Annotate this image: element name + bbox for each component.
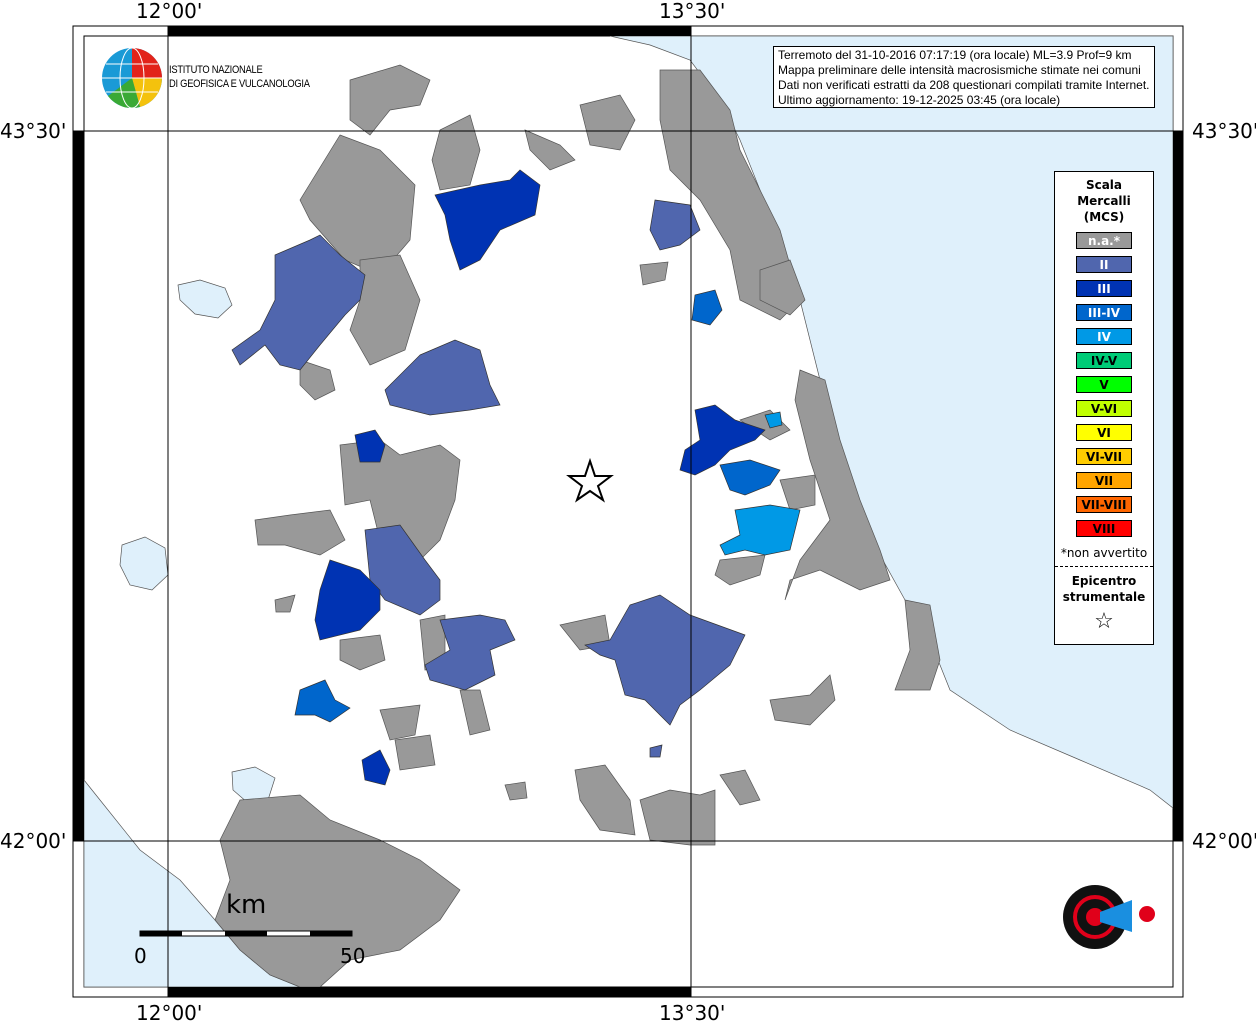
lon-label-top-13-30: 13°30' bbox=[659, 0, 726, 23]
legend-swatch: n.a.* bbox=[1076, 232, 1132, 249]
scale-max: 50 bbox=[340, 944, 366, 968]
ingv-globe-logo bbox=[102, 47, 163, 109]
legend-swatch: VII-VIII bbox=[1076, 496, 1132, 513]
frame-bars bbox=[73, 26, 1183, 997]
epicenter-line: strumentale bbox=[1062, 590, 1146, 604]
info-line: Terremoto del 31-10-2016 07:17:19 (ora l… bbox=[778, 48, 1132, 62]
legend-title: Scala Mercalli (MCS) bbox=[1055, 177, 1153, 225]
lat-label-right-43-30: 43°30' bbox=[1192, 119, 1256, 143]
legend-title-line: (MCS) bbox=[1083, 210, 1125, 224]
legend-swatch: III bbox=[1076, 280, 1132, 297]
legend-swatch: VIII bbox=[1076, 520, 1132, 537]
legend-swatch: V-VI bbox=[1076, 400, 1132, 417]
legend-swatch: VII bbox=[1076, 472, 1132, 489]
municipalities-III bbox=[314, 169, 766, 786]
legend-divider bbox=[1055, 566, 1153, 567]
lake-bolsena bbox=[119, 536, 169, 591]
legend-swatch: IV bbox=[1076, 328, 1132, 345]
ingv-line1: ISTITUTO NAZIONALE bbox=[169, 64, 263, 76]
legend-epicenter-label: Epicentro strumentale bbox=[1055, 573, 1153, 605]
info-line: Ultimo aggiornamento: 19-12-2025 03:45 (… bbox=[778, 93, 1061, 107]
ingv-name: ISTITUTO NAZIONALE DI GEOFISICA E VULCAN… bbox=[169, 63, 310, 91]
municipalities-III-IV bbox=[294, 289, 781, 723]
lat-label-left-43-30: 43°30' bbox=[0, 119, 67, 143]
municipalities-II bbox=[231, 199, 746, 758]
lon-label-top-12: 12°00' bbox=[136, 0, 203, 23]
lat-label-right-42: 42°00' bbox=[1192, 829, 1256, 853]
mercalli-legend: Scala Mercalli (MCS) n.a.* II III III-IV IV I… bbox=[1054, 171, 1154, 645]
legend-note: *non avvertito bbox=[1060, 546, 1148, 560]
epicenter-line: Epicentro bbox=[1071, 574, 1137, 588]
event-info-box: Terremoto del 31-10-2016 07:17:19 (ora l… bbox=[773, 46, 1155, 108]
legend-swatch: II bbox=[1076, 256, 1132, 273]
legend-title-line: Mercalli bbox=[1077, 194, 1131, 208]
legend-swatch: VI bbox=[1076, 424, 1132, 441]
scale-min: 0 bbox=[134, 944, 147, 968]
graticule bbox=[73, 26, 1183, 997]
info-line: Dati non verificati estratti da 208 ques… bbox=[778, 78, 1150, 92]
legend-swatch: III-IV bbox=[1076, 304, 1132, 321]
lat-label-left-42: 42°00' bbox=[0, 829, 67, 853]
municipalities-IV bbox=[719, 411, 801, 556]
info-line: Mappa preliminare delle intensità macros… bbox=[778, 63, 1141, 77]
lon-label-bottom-12: 12°00' bbox=[136, 1001, 203, 1025]
ingv-line2: DI GEOFISICA E VULCANOLOGIA bbox=[169, 78, 310, 90]
lon-label-bottom-13-30: 13°30' bbox=[659, 1001, 726, 1025]
lake-trasimeno bbox=[177, 279, 233, 319]
legend-title-line: Scala bbox=[1085, 178, 1123, 192]
legend-swatch: IV-V bbox=[1076, 352, 1132, 369]
scale-bar bbox=[139, 930, 353, 937]
star-icon: ☆ bbox=[1094, 609, 1114, 634]
epicenter-star bbox=[566, 457, 614, 503]
legend-swatch: V bbox=[1076, 376, 1132, 393]
haisentito-logo bbox=[1063, 885, 1155, 949]
municipalities-na bbox=[214, 64, 941, 988]
scale-unit: km bbox=[226, 890, 267, 920]
legend-swatch: VI-VII bbox=[1076, 448, 1132, 465]
